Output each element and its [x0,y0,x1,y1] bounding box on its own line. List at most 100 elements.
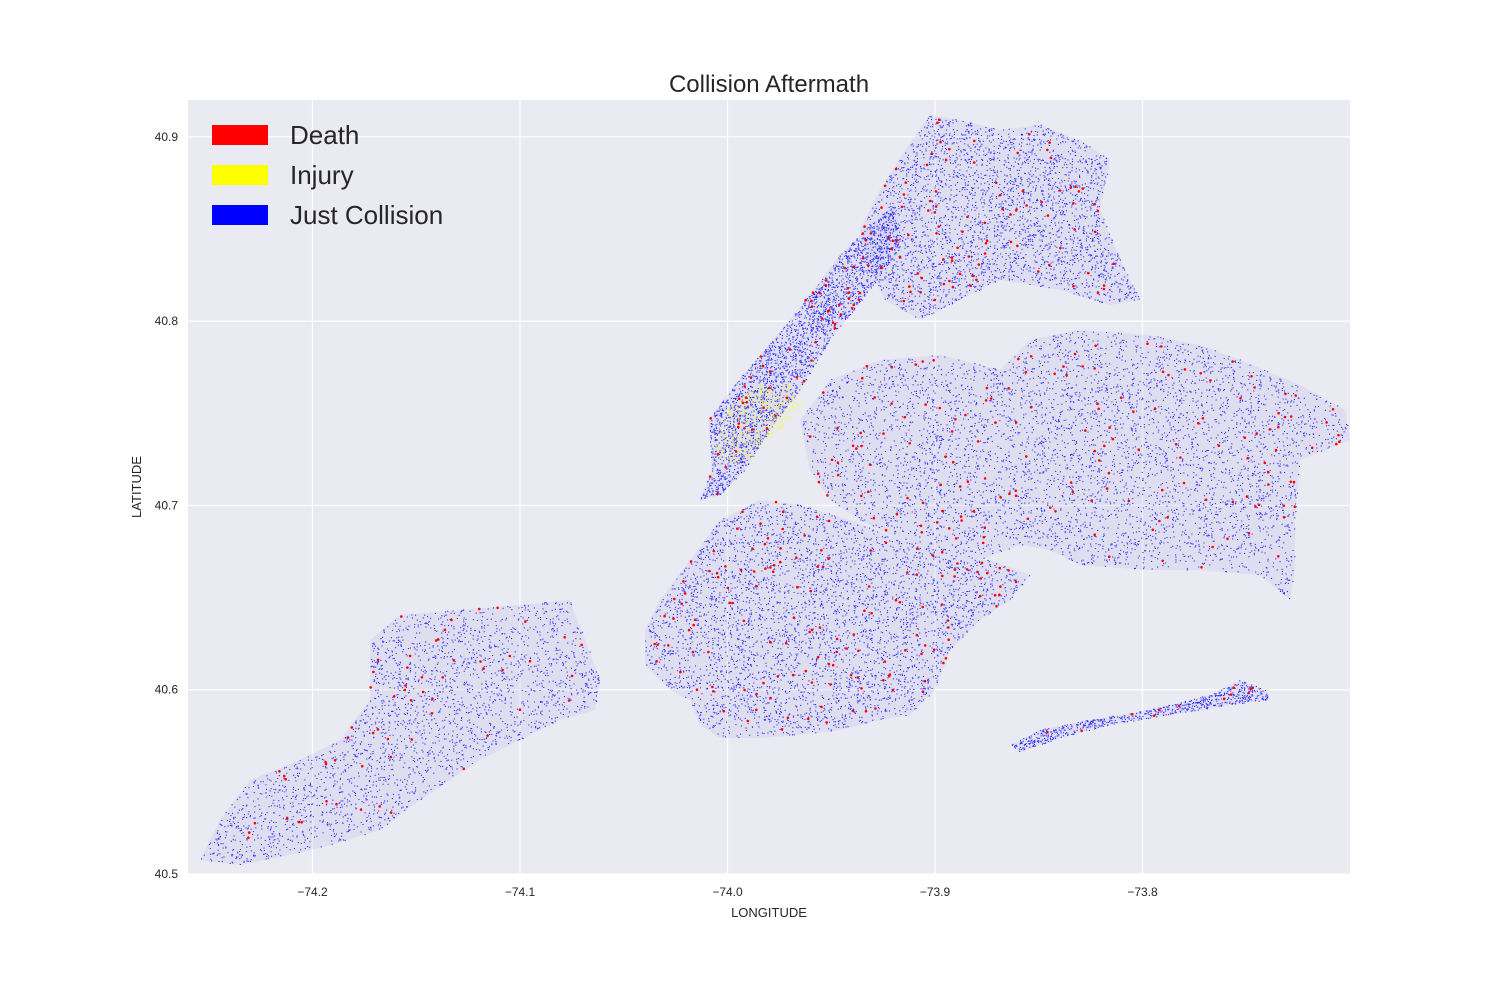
y-tick-label: 40.9 [155,130,179,144]
death-point [774,500,778,504]
death-point [939,140,942,144]
death-point [861,257,865,260]
death-point [479,660,482,663]
death-point [769,640,772,644]
death-point [1001,207,1004,211]
death-point [1255,432,1258,435]
death-point [376,658,380,662]
death-point [742,619,746,623]
death-point [980,561,984,565]
death-point [954,537,958,540]
death-point [672,617,675,620]
death-point [1274,448,1278,452]
death-point [860,494,863,498]
y-tick-label: 40.7 [155,498,179,512]
death-point [851,709,855,713]
death-point [856,676,859,679]
death-point [1072,202,1075,205]
death-point [689,560,693,563]
death-point [1239,397,1242,400]
death-point [1096,209,1100,213]
death-point [835,637,839,641]
death-point [935,232,938,235]
death-point [976,570,979,574]
death-point [966,215,969,219]
death-point [829,683,832,686]
death-point [693,618,697,622]
death-point [501,668,504,672]
death-point [1054,510,1057,513]
death-point [1199,372,1202,375]
death-point [959,515,963,518]
death-point [1247,531,1251,535]
borough-shape [200,600,600,865]
death-point [908,442,911,445]
death-point [450,618,453,622]
death-point [247,836,250,839]
death-point [818,626,822,629]
death-point [708,569,711,573]
death-point [867,264,870,267]
death-point [518,708,522,711]
death-point [933,211,937,214]
death-point [831,663,835,667]
death-point [420,676,424,679]
death-point [1277,411,1280,415]
death-point [891,688,894,692]
death-point [865,364,869,368]
death-point [1069,186,1072,189]
death-point [966,480,970,484]
death-point [524,620,527,623]
death-point [916,547,919,550]
death-point [335,802,338,806]
death-point [1102,284,1106,287]
death-point [278,770,281,773]
death-point [921,501,925,505]
death-point [869,549,872,552]
death-point [937,118,941,121]
x-axis-label: LONGITUDE [731,905,807,920]
death-point [953,568,957,571]
death-point [743,427,746,430]
death-point [737,422,741,425]
death-point [755,708,758,712]
death-point [376,728,380,731]
death-point [1217,444,1221,448]
legend-label-just-collision: Just Collision [290,200,443,230]
death-point [836,473,840,477]
death-point [890,365,894,369]
death-point [931,554,935,557]
y-tick-label: 40.5 [155,867,179,881]
death-point [1037,270,1040,273]
death-point [836,461,840,465]
death-point [857,298,861,301]
death-point [751,428,754,431]
death-point [950,430,954,433]
legend: Death Injury Just Collision [212,120,443,230]
death-point [667,644,670,647]
death-point [1081,187,1084,190]
death-point [712,690,715,693]
death-point [820,549,823,552]
death-point [1137,448,1140,452]
death-point [808,435,812,438]
death-point [864,239,868,242]
death-point [333,758,337,762]
death-point [890,247,893,251]
death-point [1112,262,1115,266]
death-point [925,163,929,167]
death-point [821,565,825,569]
death-point [744,396,748,399]
death-point [570,674,574,678]
death-point [1009,240,1013,244]
death-point [1048,263,1051,267]
death-point [324,760,327,764]
death-point [1093,202,1096,206]
death-point [1014,494,1018,498]
death-point [825,721,828,724]
death-point [1152,714,1156,717]
death-point [369,686,373,689]
death-point [870,611,873,615]
death-point [350,726,354,729]
death-point [950,259,954,262]
